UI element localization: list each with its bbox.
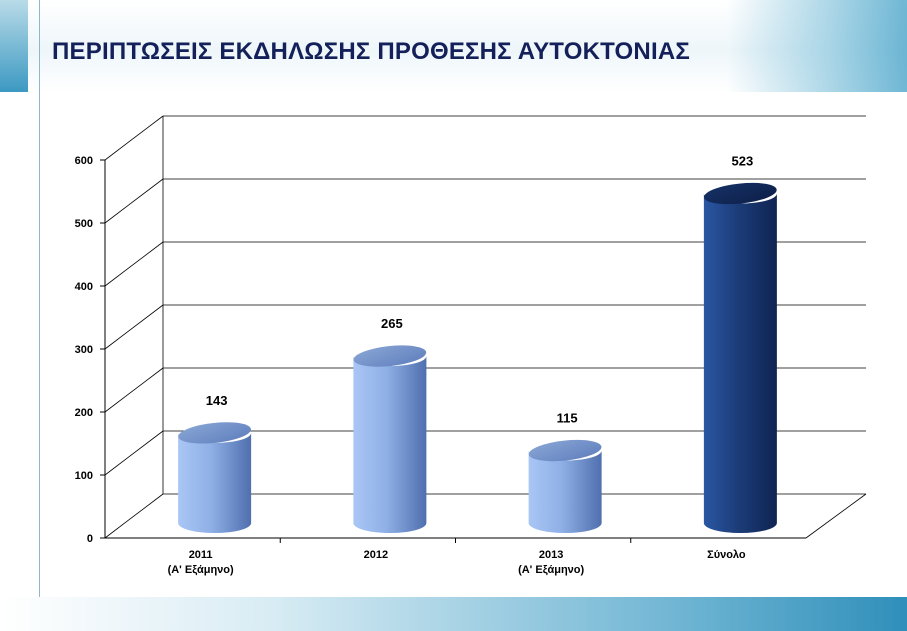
footer-band: [0, 597, 907, 631]
bar: [703, 182, 777, 533]
gridline-depth: [104, 241, 164, 287]
gridline-depth: [104, 367, 164, 413]
y-tick-label: 600: [75, 155, 93, 167]
y-tick-label: 200: [75, 407, 93, 419]
label-layer: 143 265 115 523 2011 (Α' Εξάμηνο) 2012 2013 (Α' …: [168, 154, 754, 576]
gridline-depth: [104, 304, 164, 350]
bar-body: [353, 356, 427, 533]
gridline-depth: [104, 115, 164, 161]
header-accent-right: [727, 0, 907, 92]
x-tick-label: 2011: [189, 549, 213, 561]
header-accent-left: [0, 0, 28, 92]
data-label: 523: [732, 154, 754, 169]
bar-layer: [178, 182, 777, 533]
slide-title: ΠΕΡΙΠΤΩΣΕΙΣ ΕΚΔΗΛΩΣΗΣ ΠΡΟΘΕΣΗΣ ΑΥΤΟΚΤΟΝΙ…: [52, 38, 690, 65]
left-vertical-rule: [39, 0, 40, 631]
bar-top: [353, 345, 427, 367]
y-tick-label: 500: [75, 218, 93, 230]
floor-right-edge: [805, 493, 867, 539]
gridline-depth: [104, 178, 164, 224]
y-tick-label: 0: [87, 533, 93, 545]
y-tick-label: 300: [75, 344, 93, 356]
data-label: 143: [206, 393, 228, 408]
gridline-depth: [104, 430, 164, 476]
gridline-depth: [104, 493, 164, 539]
y-tick-label: 100: [75, 470, 93, 482]
axis-layer: 0 100 200 300 400 500 600: [75, 155, 867, 545]
x-tick-label: 2012: [364, 549, 388, 561]
bar-top: [528, 439, 602, 462]
bar-top: [704, 182, 777, 205]
x-tick-label: (Α' Εξάμηνο): [168, 564, 234, 576]
bar: [178, 422, 252, 533]
x-tick-label: (Α' Εξάμηνο): [518, 564, 584, 576]
bar: [528, 439, 602, 533]
bar-top: [178, 422, 251, 444]
bar: [353, 345, 427, 533]
data-label: 265: [381, 316, 403, 331]
x-tick-label: 2013: [539, 549, 563, 561]
bar-body: [703, 193, 777, 533]
x-tick-label: Σύνολο: [707, 549, 746, 561]
bar-body: [178, 432, 252, 533]
data-label: 115: [557, 411, 578, 426]
y-tick-label: 400: [75, 281, 93, 293]
bar-body: [528, 450, 602, 533]
